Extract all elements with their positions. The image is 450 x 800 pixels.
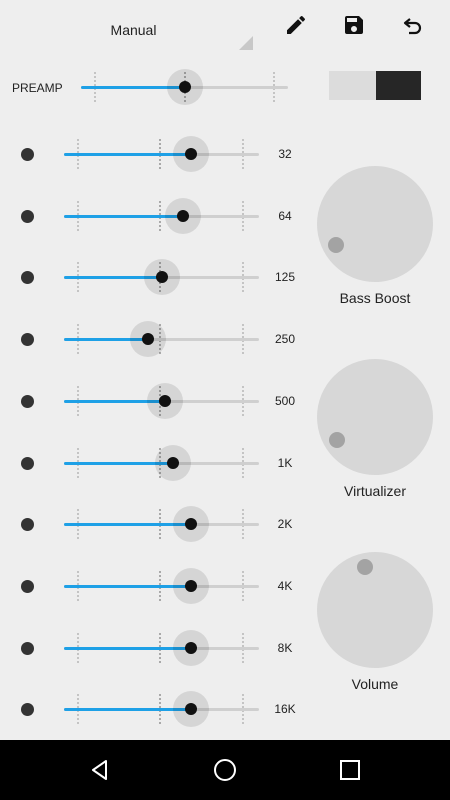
band-indicator-dot — [21, 210, 34, 223]
slider-fill — [64, 153, 191, 156]
preset-label: Manual — [110, 22, 157, 38]
band-frequency-label: 4K — [277, 579, 293, 593]
slider-fill — [64, 708, 191, 711]
preamp-label: PREAMP — [12, 81, 63, 95]
band-indicator-dot — [21, 580, 34, 593]
slider-fill — [64, 647, 191, 650]
save-icon — [345, 16, 363, 34]
knob-indicator — [356, 559, 373, 576]
slider-fill — [64, 523, 191, 526]
back-button[interactable] — [80, 750, 120, 790]
band-indicator-dot — [21, 457, 34, 470]
slider-fill — [64, 585, 191, 588]
undo-button[interactable] — [395, 7, 431, 43]
slider-fill — [64, 400, 166, 403]
band-slider-64[interactable] — [64, 198, 259, 234]
slider-track — [64, 585, 259, 588]
band-indicator-dot — [21, 703, 34, 716]
dropdown-triangle-icon — [239, 36, 253, 50]
slider-thumb[interactable] — [176, 210, 189, 222]
band-frequency-label: 500 — [274, 394, 296, 408]
band-indicator-dot — [21, 395, 34, 408]
band-frequency-label: 16K — [274, 702, 296, 716]
recents-button[interactable] — [330, 750, 370, 790]
pencil-icon — [287, 15, 306, 35]
band-indicator-dot — [21, 333, 34, 346]
band-frequency-label: 64 — [278, 209, 292, 223]
band-slider-8k[interactable] — [64, 630, 259, 666]
knob-indicator — [329, 431, 346, 448]
band-indicator-dot — [21, 148, 34, 161]
band-indicator-dot — [21, 642, 34, 655]
slider-thumb[interactable] — [155, 271, 168, 283]
volume-label: Volume — [351, 676, 399, 692]
slider-thumb[interactable] — [178, 81, 191, 93]
band-frequency-label: 1K — [277, 456, 293, 470]
volume-knob[interactable] — [317, 552, 433, 668]
band-frequency-label: 2K — [277, 517, 293, 531]
slider-fill — [64, 462, 174, 465]
band-slider-16k[interactable] — [64, 691, 259, 727]
slider-thumb[interactable] — [184, 148, 197, 160]
band-slider-500[interactable] — [64, 383, 259, 419]
slider-track — [64, 153, 259, 156]
home-icon — [214, 759, 236, 781]
band-slider-1k[interactable] — [64, 445, 259, 481]
virtualizer-label: Virtualizer — [344, 483, 406, 499]
slider-thumb[interactable] — [184, 703, 197, 715]
slider-thumb[interactable] — [184, 580, 197, 592]
slider-thumb[interactable] — [141, 333, 154, 345]
slider-fill — [81, 86, 185, 89]
slider-fill — [64, 276, 162, 279]
slider-thumb[interactable] — [167, 457, 180, 469]
knob-indicator — [328, 237, 345, 254]
slider-fill — [64, 215, 183, 218]
toggle-knob — [376, 71, 421, 100]
recents-icon — [340, 760, 360, 780]
undo-icon — [403, 18, 422, 35]
home-button[interactable] — [205, 750, 245, 790]
preamp-toggle[interactable] — [329, 71, 421, 100]
virtualizer-knob[interactable] — [317, 359, 433, 475]
slider-fill — [64, 338, 148, 341]
band-frequency-label: 250 — [274, 332, 296, 346]
slider-track — [64, 647, 259, 650]
bass-boost-knob[interactable] — [317, 166, 433, 282]
slider-track — [64, 338, 259, 341]
band-slider-125[interactable] — [64, 259, 259, 295]
slider-thumb[interactable] — [159, 395, 172, 407]
band-slider-32[interactable] — [64, 136, 259, 172]
back-icon — [92, 760, 107, 780]
band-slider-250[interactable] — [64, 321, 259, 357]
save-button[interactable] — [336, 7, 372, 43]
slider-track — [64, 708, 259, 711]
slider-track — [64, 462, 259, 465]
slider-thumb[interactable] — [184, 642, 197, 654]
preamp-slider[interactable] — [81, 69, 288, 105]
slider-track — [64, 523, 259, 526]
bass-boost-label: Bass Boost — [339, 290, 411, 306]
band-slider-4k[interactable] — [64, 568, 259, 604]
navigation-bar — [0, 740, 450, 800]
edit-button[interactable] — [278, 7, 314, 43]
band-frequency-label: 32 — [278, 147, 292, 161]
band-slider-2k[interactable] — [64, 506, 259, 542]
band-frequency-label: 8K — [277, 641, 293, 655]
slider-track — [64, 215, 259, 218]
band-indicator-dot — [21, 271, 34, 284]
slider-thumb[interactable] — [184, 518, 197, 530]
band-indicator-dot — [21, 518, 34, 531]
band-frequency-label: 125 — [274, 270, 296, 284]
preset-dropdown[interactable]: Manual — [14, 10, 253, 50]
